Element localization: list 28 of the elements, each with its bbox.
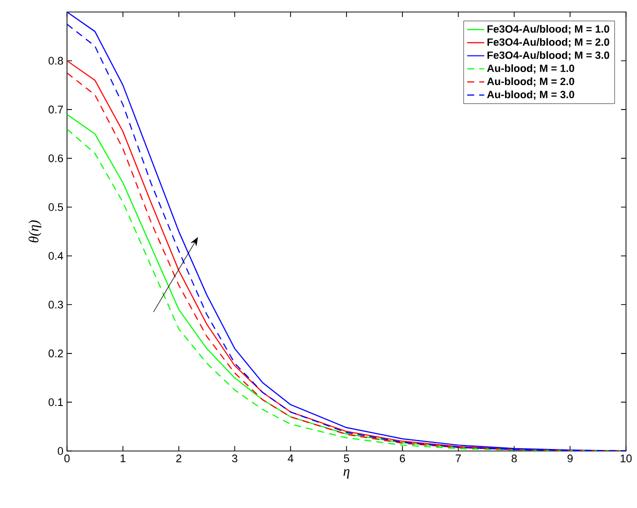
x-tick-label: 7 [456,454,461,462]
x-tick-label: 9 [568,454,573,462]
x-tick-label: 5 [344,454,350,462]
x-tick-label: 3 [232,454,238,462]
x-tick-label: 10 [620,454,632,462]
legend-label: Au-blood; M = 1.0 [487,64,574,74]
y-tick-label: 0 [58,447,64,455]
x-tick-label: 4 [288,454,294,462]
legend-label: Fe3O4-Au/blood; M = 3.0 [488,51,610,60]
y-tick-label: 0.6 [48,154,63,162]
legend-label: Fe3O4-Au/blood; M = 1.0 [488,24,610,34]
x-tick-label: 6 [400,454,405,462]
x-tick-label: 2 [176,454,182,462]
y-tick-label: 0.5 [48,203,63,211]
y-tick-label: 0.7 [48,106,63,114]
y-tick-label: 0.2 [48,350,63,358]
legend-label: Au-blood; M = 3.0 [487,90,574,100]
legend-label: Au-blood; M = 2.0 [487,77,574,87]
x-tick-label: 8 [512,454,517,462]
y-axis-title: θ(η) [28,220,42,242]
y-tick-label: 0.8 [48,56,63,65]
y-tick-label: 0.3 [48,300,63,309]
x-axis-title: η [344,469,350,479]
y-tick-label: 0.1 [48,398,63,406]
y-tick-label: 0.4 [48,252,64,260]
legend-label: Fe3O4-Au/blood; M = 2.0 [488,38,610,48]
x-tick-label: 0 [64,454,70,462]
x-tick-label: 1 [120,454,126,462]
